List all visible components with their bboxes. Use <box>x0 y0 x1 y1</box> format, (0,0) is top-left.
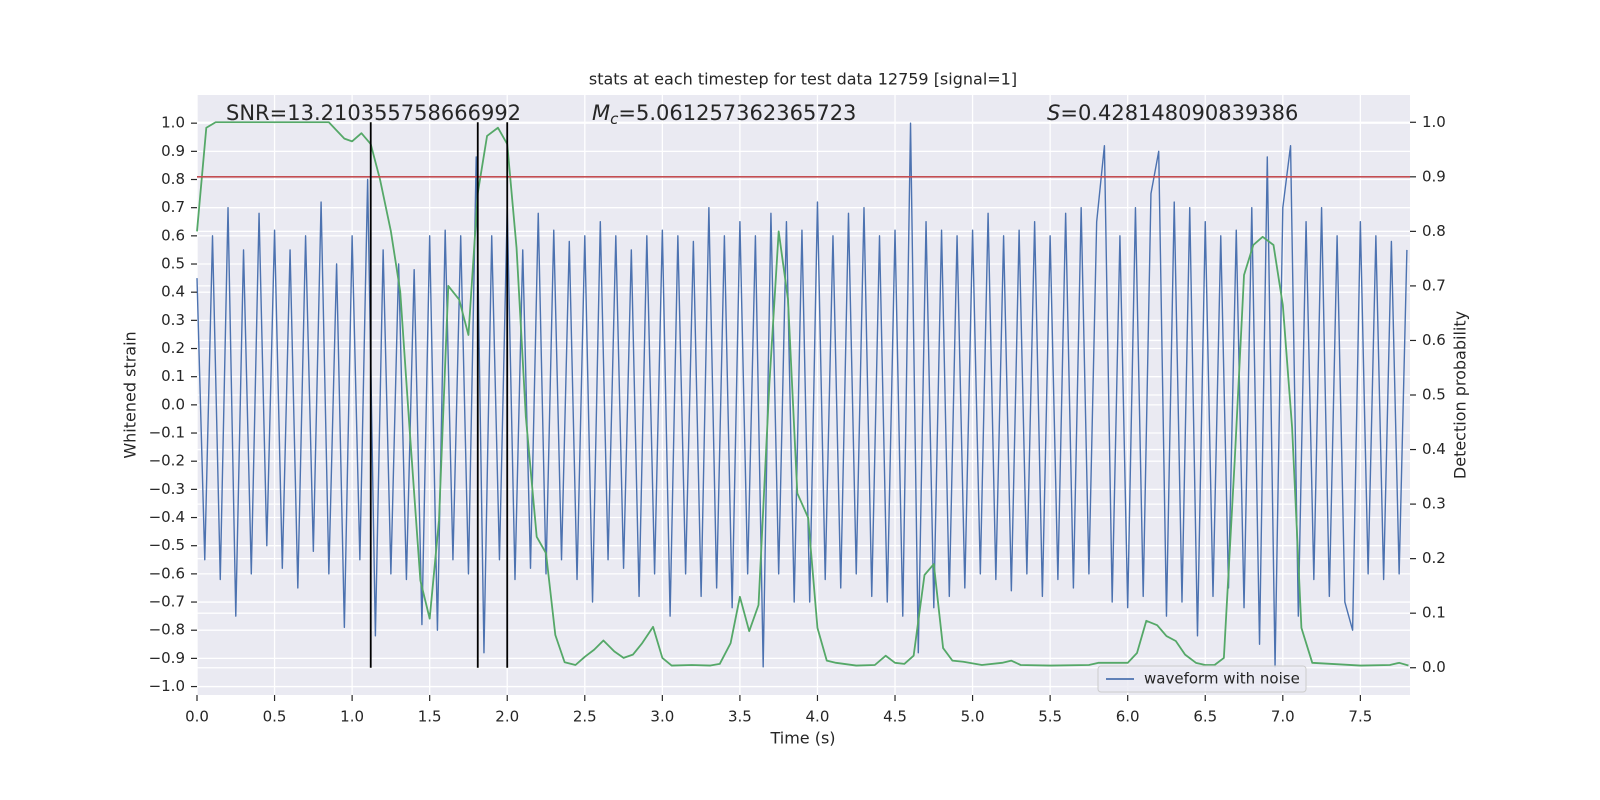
y2-tick-label: 0.6 <box>1422 331 1446 349</box>
y2-tick-label: 0.7 <box>1422 276 1446 294</box>
x-tick-label: 2.0 <box>495 708 519 726</box>
y2-tick-label: 0.5 <box>1422 386 1446 404</box>
y-tick-label: 0.3 <box>161 311 185 329</box>
y-tick-label: −0.5 <box>149 536 185 554</box>
y-tick-label: −0.4 <box>149 508 185 526</box>
annotation: SNR=13.210355758666992 <box>226 101 521 125</box>
x-tick-label: 4.0 <box>806 708 830 726</box>
probability-line <box>196 121 1409 667</box>
x-tick-label: 0.5 <box>263 708 287 726</box>
y2-tick-label: 0.2 <box>1422 549 1446 567</box>
y-tick-label: 0.6 <box>161 226 185 244</box>
y2-tick-label: 0.4 <box>1422 440 1446 458</box>
y2-tick-label: 0.1 <box>1422 604 1446 622</box>
y-tick-label: −0.6 <box>149 564 185 582</box>
y2-axis-label: Detection probability <box>1451 311 1470 479</box>
y-tick-label: 0.2 <box>161 339 185 357</box>
y-tick-label: 0.0 <box>161 395 185 413</box>
annotation-symbol: S <box>1047 101 1060 125</box>
y-tick-label: 1.0 <box>161 114 185 132</box>
legend-box <box>1097 665 1307 693</box>
annotation-text: SNR=13.210355758666992 <box>226 101 521 125</box>
annotation: Mc=5.061257362365723 <box>592 101 856 128</box>
annotation-text: =5.061257362365723 <box>618 101 856 125</box>
y-tick-label: −0.9 <box>149 649 185 667</box>
waveform-line <box>196 122 1408 668</box>
y-tick-label: −0.2 <box>149 452 185 470</box>
legend-label: waveform with noise <box>1144 670 1300 688</box>
y-tick-label: −0.7 <box>149 593 185 611</box>
y-tick-label: 0.7 <box>161 198 185 216</box>
x-tick-label: 5.0 <box>961 708 985 726</box>
y2-tick-label: 0.0 <box>1422 658 1446 676</box>
x-tick-label: 3.5 <box>728 708 752 726</box>
y2-tick-label: 0.8 <box>1422 222 1446 240</box>
y-tick-label: 0.1 <box>161 367 185 385</box>
y-tick-label: 0.8 <box>161 170 185 188</box>
y-tick-label: 0.9 <box>161 142 185 160</box>
y2-tick-label: 0.9 <box>1422 167 1446 185</box>
y-axis-label: Whitened strain <box>121 331 140 458</box>
y-tick-label: 0.4 <box>161 283 185 301</box>
y-tick-label: 0.5 <box>161 255 185 273</box>
x-axis-label: Time (s) <box>769 729 835 748</box>
x-tick-label: 0.0 <box>185 708 209 726</box>
annotation-text: =0.428148090839386 <box>1060 101 1298 125</box>
y-tick-label: −0.8 <box>149 621 185 639</box>
annotation-symbol: M <box>592 101 610 125</box>
x-tick-label: 1.5 <box>418 708 442 726</box>
x-tick-label: 1.0 <box>340 708 364 726</box>
x-tick-label: 7.5 <box>1348 708 1372 726</box>
y-tick-label: −0.1 <box>149 424 185 442</box>
x-tick-label: 3.0 <box>650 708 674 726</box>
x-tick-label: 6.5 <box>1193 708 1217 726</box>
annotation-subscript: c <box>610 110 619 128</box>
x-tick-label: 6.0 <box>1116 708 1140 726</box>
x-tick-label: 7.0 <box>1271 708 1295 726</box>
chart-title: stats at each timestep for test data 127… <box>589 70 1017 89</box>
annotation: S=0.428148090839386 <box>1047 101 1298 125</box>
y-tick-label: −1.0 <box>149 677 185 695</box>
x-tick-label: 5.5 <box>1038 708 1062 726</box>
y2-tick-label: 1.0 <box>1422 113 1446 131</box>
x-tick-label: 4.5 <box>883 708 907 726</box>
y-tick-label: −0.3 <box>149 480 185 498</box>
y2-tick-label: 0.3 <box>1422 495 1446 513</box>
x-tick-label: 2.5 <box>573 708 597 726</box>
